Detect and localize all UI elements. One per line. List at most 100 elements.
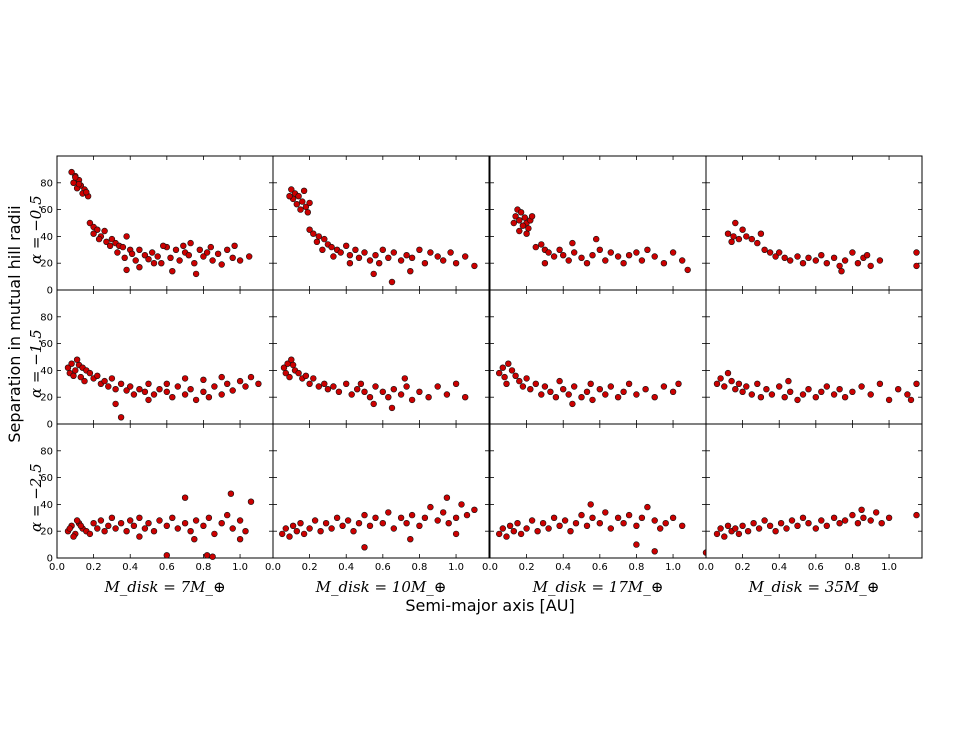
data-point (123, 387, 130, 394)
data-point (799, 391, 807, 398)
data-point (503, 533, 510, 540)
data-point (788, 517, 796, 524)
data-point (427, 503, 434, 511)
data-point (724, 369, 732, 377)
panel-frame (705, 289, 923, 425)
data-point (462, 253, 469, 260)
data-point (777, 519, 785, 527)
data-point (867, 391, 874, 398)
data-point (620, 388, 627, 395)
x-tick-label: 0.8 (628, 562, 644, 573)
data-point (539, 519, 547, 527)
data-point (775, 249, 783, 256)
y-tick-label: 60 (40, 473, 53, 484)
data-point (366, 522, 374, 529)
data-point (528, 517, 536, 524)
data-point (297, 519, 304, 527)
data-point (913, 511, 920, 519)
data-point (559, 252, 567, 259)
data-point (538, 241, 545, 248)
data-point (408, 254, 416, 261)
data-point (355, 519, 363, 527)
data-point (748, 235, 755, 243)
data-point (607, 383, 614, 390)
data-point (462, 394, 469, 401)
data-point (231, 242, 238, 250)
data-point (330, 253, 337, 260)
data-point (167, 254, 174, 261)
panel-frame (272, 289, 490, 425)
data-point (350, 527, 357, 535)
data-point (849, 511, 856, 519)
data-point (101, 527, 108, 535)
data-point (218, 519, 225, 527)
data-point (638, 257, 646, 264)
data-point (86, 530, 94, 538)
data-point (569, 239, 576, 247)
data-point (385, 394, 392, 401)
data-point (505, 360, 512, 367)
data-point (370, 270, 377, 278)
data-point (755, 525, 763, 532)
data-point (335, 388, 343, 395)
data-point (904, 391, 911, 398)
data-point (130, 522, 138, 529)
data-point (361, 544, 368, 551)
data-point (836, 386, 843, 393)
x-tick-label: 0.0 (482, 562, 498, 573)
y-tick-label: 0 (47, 420, 53, 431)
data-point (311, 517, 319, 524)
data-point (602, 391, 609, 398)
data-point (180, 242, 187, 250)
x-tick-label: 0.2 (86, 562, 102, 573)
data-point (255, 380, 262, 387)
data-point (614, 253, 622, 260)
data-point (333, 514, 341, 521)
data-point (317, 527, 324, 535)
data-point (370, 400, 377, 408)
data-point (567, 527, 574, 535)
x-tick-label: 0.2 (519, 562, 535, 573)
x-axis-title: Semi-major axis [AU] (405, 596, 574, 615)
data-point (642, 386, 649, 393)
data-point (517, 209, 525, 216)
data-point (785, 377, 792, 385)
data-point (293, 201, 300, 208)
y-tick-label: 20 (40, 527, 53, 538)
data-point (561, 517, 569, 524)
scatter-series (713, 506, 920, 540)
data-point (75, 180, 83, 188)
data-point (130, 391, 138, 398)
data-point (499, 364, 506, 371)
data-point (66, 525, 74, 532)
data-point (229, 525, 236, 532)
data-point (156, 386, 163, 393)
data-point (602, 509, 609, 516)
data-point (403, 519, 410, 527)
data-point (141, 252, 149, 259)
data-point (192, 270, 200, 278)
data-point (805, 519, 812, 527)
data-point (550, 514, 558, 521)
data-point (757, 394, 765, 401)
data-point (348, 391, 355, 398)
data-point (94, 525, 101, 532)
data-point (534, 527, 541, 535)
data-point (508, 367, 516, 374)
data-point (503, 380, 510, 387)
panel-grid (56, 155, 923, 560)
data-point (126, 383, 134, 390)
data-point (407, 268, 414, 275)
data-point (818, 388, 825, 395)
data-point (288, 356, 295, 363)
data-point (525, 225, 532, 232)
data-point (805, 386, 812, 393)
y-tick-label: 60 (40, 339, 53, 350)
panel-frame (489, 423, 707, 559)
data-point (638, 514, 646, 521)
data-point (876, 380, 884, 387)
data-point (660, 260, 668, 267)
data-point (805, 254, 812, 261)
data-point (319, 246, 326, 254)
x-tick-label: 0.6 (159, 562, 175, 573)
